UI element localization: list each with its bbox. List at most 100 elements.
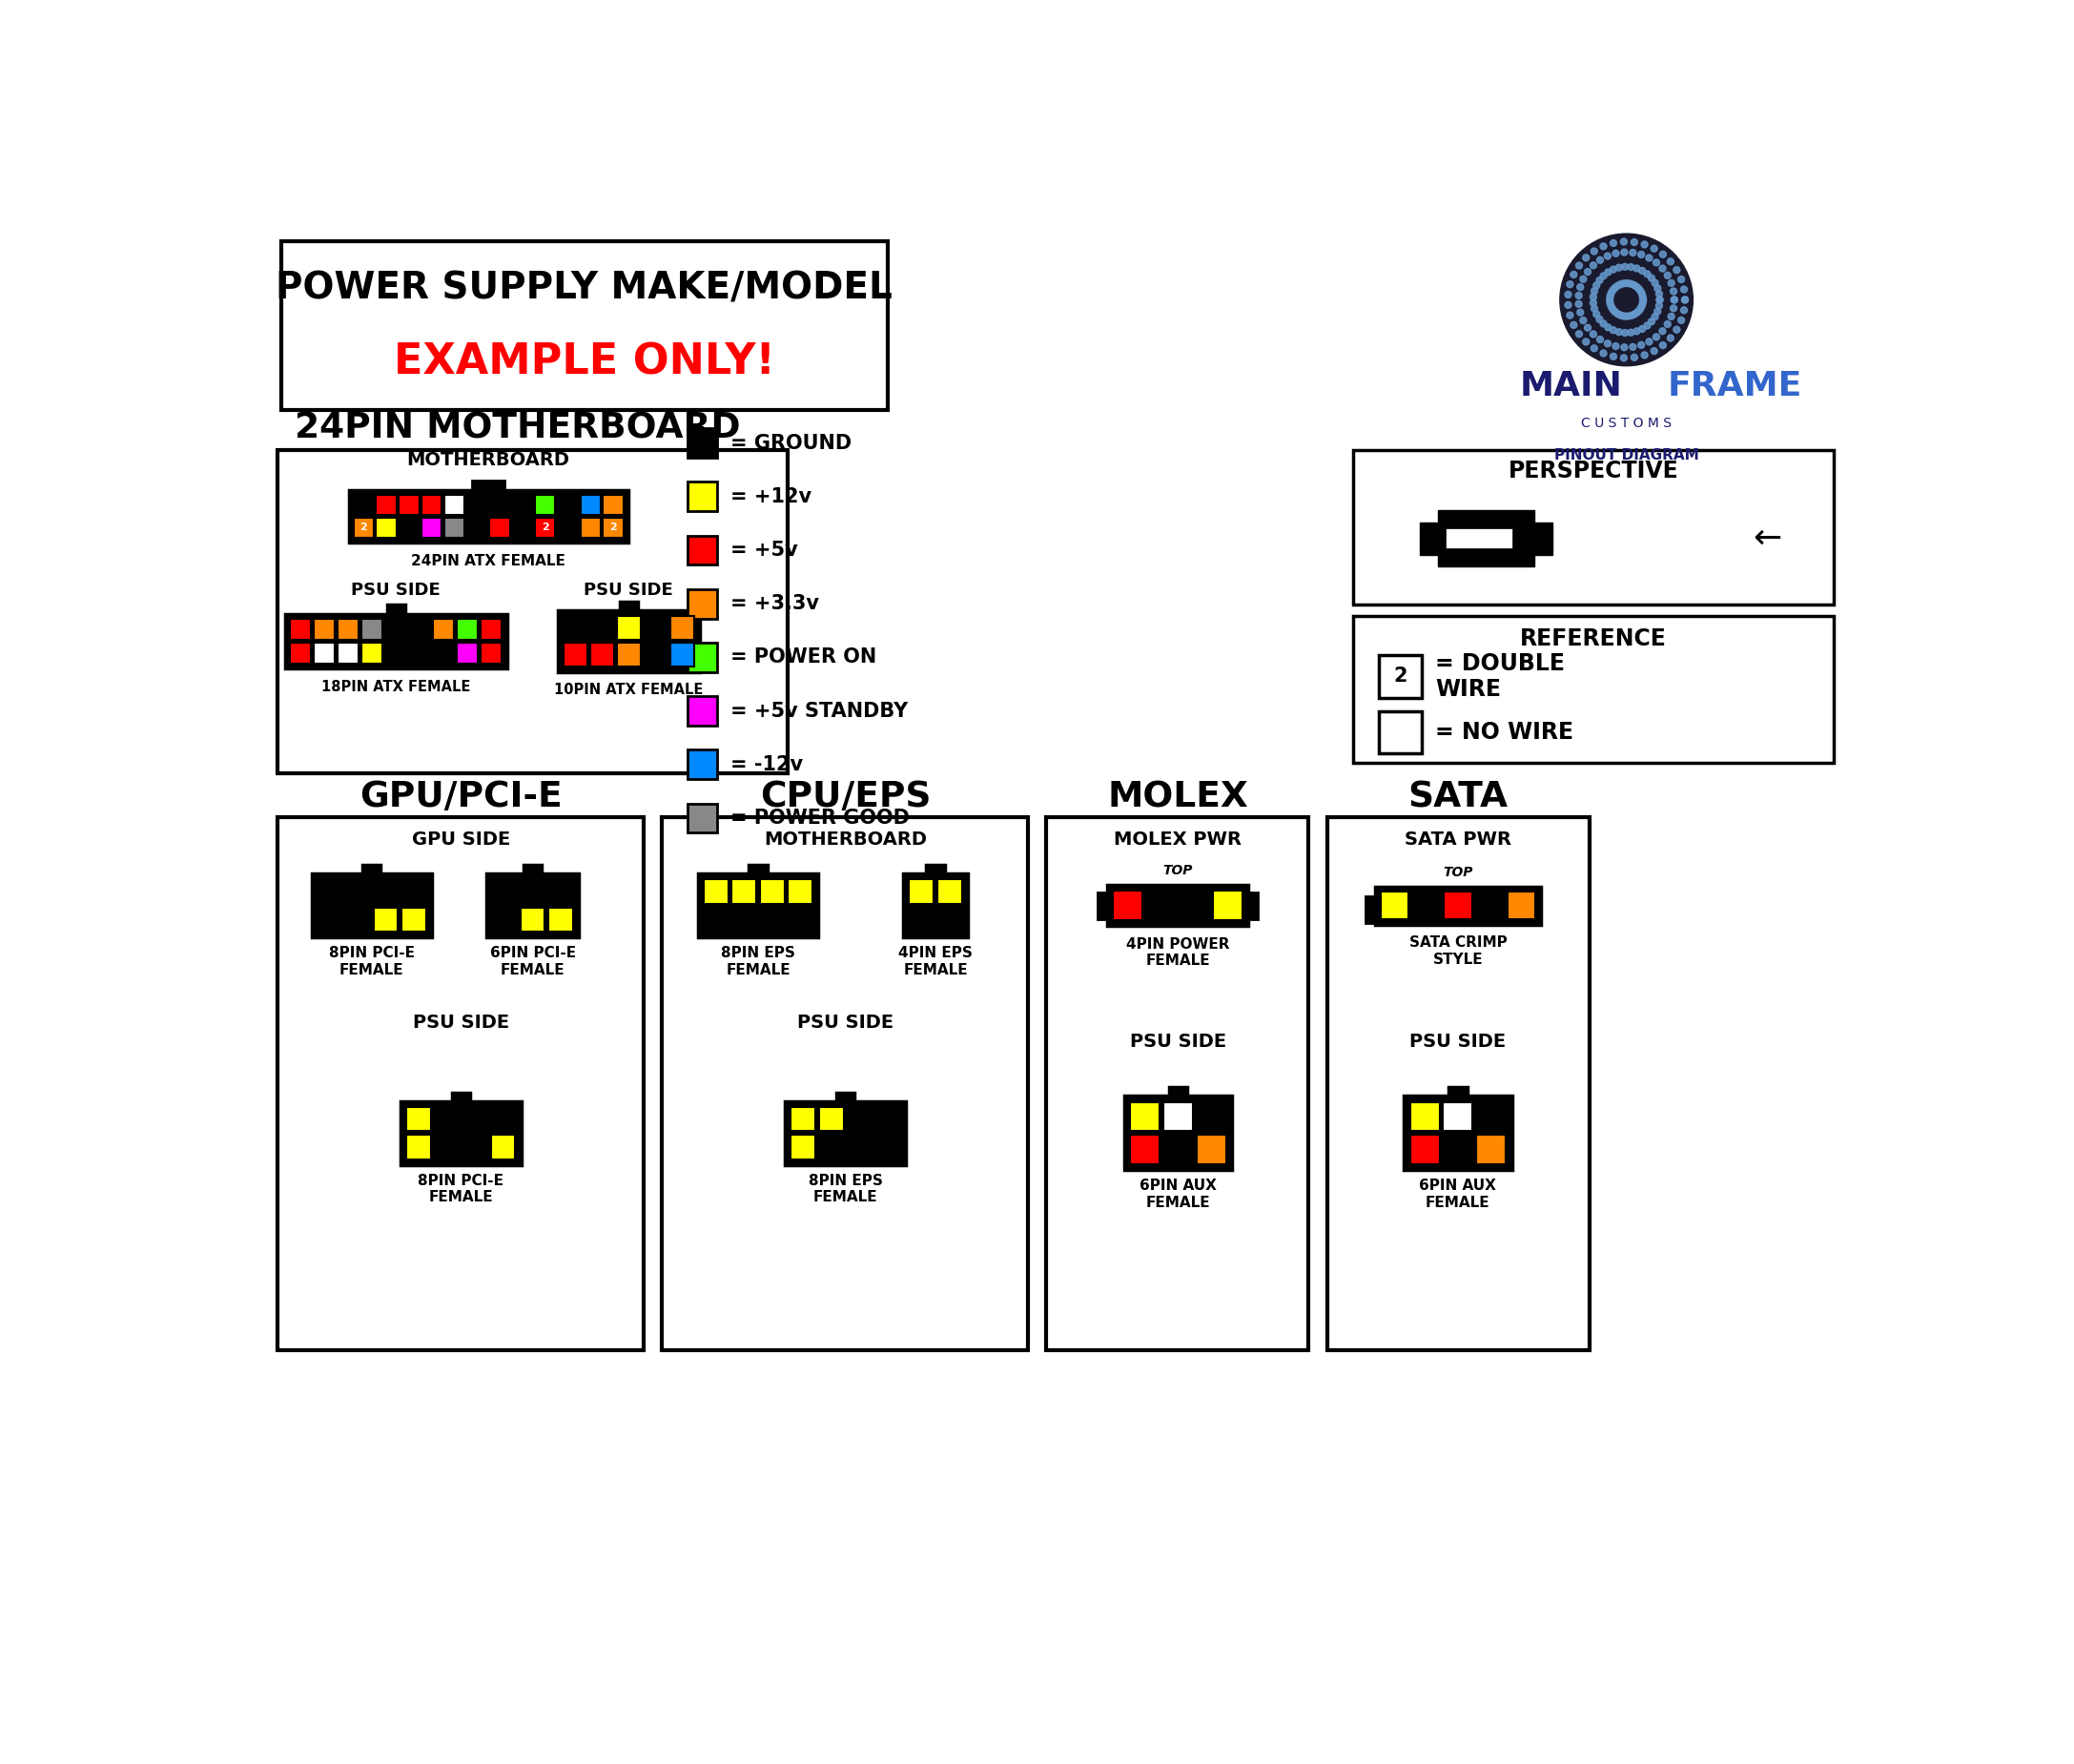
Circle shape [1630,249,1636,256]
Circle shape [1626,280,1632,288]
Bar [338,619,359,640]
Bar [317,907,342,931]
Bar [317,880,342,903]
Bar [409,642,431,663]
Bar [591,616,614,640]
Circle shape [1591,300,1597,305]
Circle shape [1611,309,1618,316]
Circle shape [1591,263,1597,268]
Bar [338,642,359,663]
Text: = -12v: = -12v [730,755,803,774]
Bar [908,907,933,931]
Circle shape [1636,305,1645,312]
Circle shape [1607,298,1614,305]
Circle shape [1622,312,1628,319]
Text: PINOUT DIAGRAM: PINOUT DIAGRAM [1553,448,1699,462]
Circle shape [1601,321,1607,326]
Bar [346,880,369,903]
Bar [1437,554,1535,566]
Circle shape [1672,296,1678,303]
Circle shape [1647,339,1653,346]
Circle shape [1564,291,1572,298]
Bar [732,907,757,931]
Circle shape [1628,265,1634,270]
Circle shape [1670,288,1678,295]
Bar [1379,711,1421,753]
Circle shape [1630,355,1638,360]
Circle shape [1638,326,1645,332]
Circle shape [1678,275,1684,282]
Text: PSU SIDE: PSU SIDE [351,580,440,598]
Circle shape [1560,233,1692,365]
Bar [788,880,813,903]
Bar [313,619,334,640]
Circle shape [1580,275,1587,282]
Text: = POWER ON: = POWER ON [730,647,877,667]
Circle shape [1667,335,1674,342]
Text: TOP: TOP [1164,864,1193,878]
Circle shape [1585,325,1591,332]
Circle shape [1634,309,1641,316]
Bar [1147,891,1176,921]
Text: = +12v: = +12v [730,487,811,506]
Circle shape [1593,282,1599,289]
Circle shape [1682,296,1688,303]
Text: GPU SIDE: GPU SIDE [413,831,510,848]
Circle shape [1638,291,1645,298]
Bar [373,880,398,903]
Circle shape [1585,268,1591,275]
Bar [697,873,819,937]
Text: = DOUBLE
WIRE: = DOUBLE WIRE [1435,651,1564,700]
Circle shape [1641,242,1649,247]
Circle shape [1591,346,1597,351]
Text: TOP: TOP [1444,866,1473,878]
Circle shape [1645,323,1651,328]
Circle shape [1597,258,1603,263]
Circle shape [1651,245,1657,252]
Circle shape [1609,353,1618,360]
Bar [1249,893,1259,919]
Circle shape [1601,349,1607,356]
Circle shape [1641,351,1649,358]
Bar [670,642,695,667]
Text: C U S T O M S: C U S T O M S [1580,416,1672,430]
Text: = +5v: = +5v [730,540,798,559]
Text: SATA: SATA [1408,780,1508,815]
Circle shape [1607,303,1616,310]
Bar [373,907,398,931]
Circle shape [1611,250,1620,258]
Circle shape [1636,307,1643,314]
Circle shape [1582,339,1589,346]
Bar [433,642,454,663]
Bar [1437,510,1535,522]
Bar [564,616,587,640]
Text: 8PIN PCI-E
FEMALE: 8PIN PCI-E FEMALE [419,1173,504,1205]
Bar [346,907,369,931]
Bar [1477,891,1504,919]
Circle shape [1667,258,1674,265]
Circle shape [1655,291,1663,296]
Bar [689,642,718,672]
Circle shape [1653,333,1659,340]
Text: REFERENCE: REFERENCE [1520,628,1667,651]
Bar [1410,1102,1439,1131]
Circle shape [1659,328,1665,335]
Bar [473,482,504,490]
Circle shape [1649,318,1655,325]
Bar [875,1108,900,1131]
Circle shape [1636,288,1645,295]
Bar [1097,893,1108,919]
Bar [1381,891,1408,919]
Circle shape [1591,249,1597,254]
Bar [581,496,601,515]
Circle shape [1614,310,1620,318]
Text: SATA CRIMP
STYLE: SATA CRIMP STYLE [1408,935,1508,967]
Bar [1197,1134,1226,1164]
Bar [616,616,641,640]
Bar [732,880,757,903]
Circle shape [1609,326,1616,333]
Bar [604,517,624,538]
Circle shape [1576,330,1582,337]
Text: 2: 2 [541,522,550,533]
Bar [492,880,516,903]
